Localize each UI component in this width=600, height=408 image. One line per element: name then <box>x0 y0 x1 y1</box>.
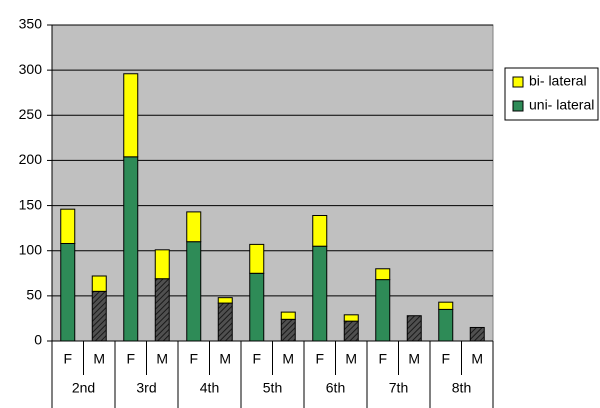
y-tick-label: 250 <box>19 106 43 122</box>
bar-segment <box>91 275 107 292</box>
x-tick-label: M <box>345 351 357 367</box>
bar-segment <box>186 241 202 342</box>
x-tick-label: M <box>408 351 420 367</box>
group-label: 7th <box>389 380 408 396</box>
legend-swatch <box>512 100 524 112</box>
x-tick-label: F <box>63 351 72 367</box>
bar-segment <box>438 308 454 342</box>
bar-segment <box>154 249 170 280</box>
bar-segment <box>60 242 76 342</box>
group-label: 6th <box>326 380 345 396</box>
y-tick-label: 350 <box>19 16 43 32</box>
y-tick-label: 50 <box>26 287 42 303</box>
group-label: 5th <box>263 380 282 396</box>
x-tick-label: F <box>126 351 135 367</box>
y-tick-label: 300 <box>19 61 43 77</box>
x-tick-label: F <box>252 351 261 367</box>
legend-label: uni- lateral <box>529 97 594 113</box>
x-tick-label: F <box>315 351 324 367</box>
bar-segment <box>343 320 359 342</box>
group-label: 8th <box>452 380 471 396</box>
bar-segment <box>60 208 76 244</box>
plot-area <box>51 24 494 342</box>
group-label: 4th <box>200 380 219 396</box>
bar-segment <box>469 326 485 342</box>
group-label: 3rd <box>136 380 156 396</box>
x-tick-label: M <box>93 351 105 367</box>
x-tick-label: M <box>219 351 231 367</box>
bar-segment <box>343 314 359 322</box>
bar-segment <box>154 278 170 342</box>
x-tick-label: M <box>156 351 168 367</box>
bar-segment <box>91 290 107 342</box>
legend-swatch <box>512 76 524 88</box>
x-tick-label: F <box>378 351 387 367</box>
bar-segment <box>249 272 265 342</box>
bar-segment <box>123 73 139 158</box>
x-tick-label: F <box>441 351 450 367</box>
bar-segment <box>438 301 454 310</box>
x-tick-label: M <box>282 351 294 367</box>
bar-segment <box>375 268 391 281</box>
bar-segment <box>280 318 296 342</box>
bar-segment <box>280 311 296 320</box>
y-tick-label: 100 <box>19 241 43 257</box>
x-tick-label: F <box>189 351 198 367</box>
bar-segment <box>123 156 139 342</box>
y-tick-label: 150 <box>19 196 43 212</box>
bar-segment <box>312 245 328 342</box>
bar-segment <box>312 215 328 247</box>
bar-segment <box>375 279 391 342</box>
y-tick-label: 0 <box>34 332 42 348</box>
bar-segment <box>406 315 422 342</box>
group-label: 2nd <box>72 380 95 396</box>
legend-label: bi- lateral <box>529 73 587 89</box>
bar-segment <box>217 302 233 342</box>
bar-segment <box>249 243 265 274</box>
bar-segment <box>217 297 233 304</box>
y-tick-label: 200 <box>19 151 43 167</box>
bar-segment <box>186 211 202 243</box>
x-tick-label: M <box>471 351 483 367</box>
